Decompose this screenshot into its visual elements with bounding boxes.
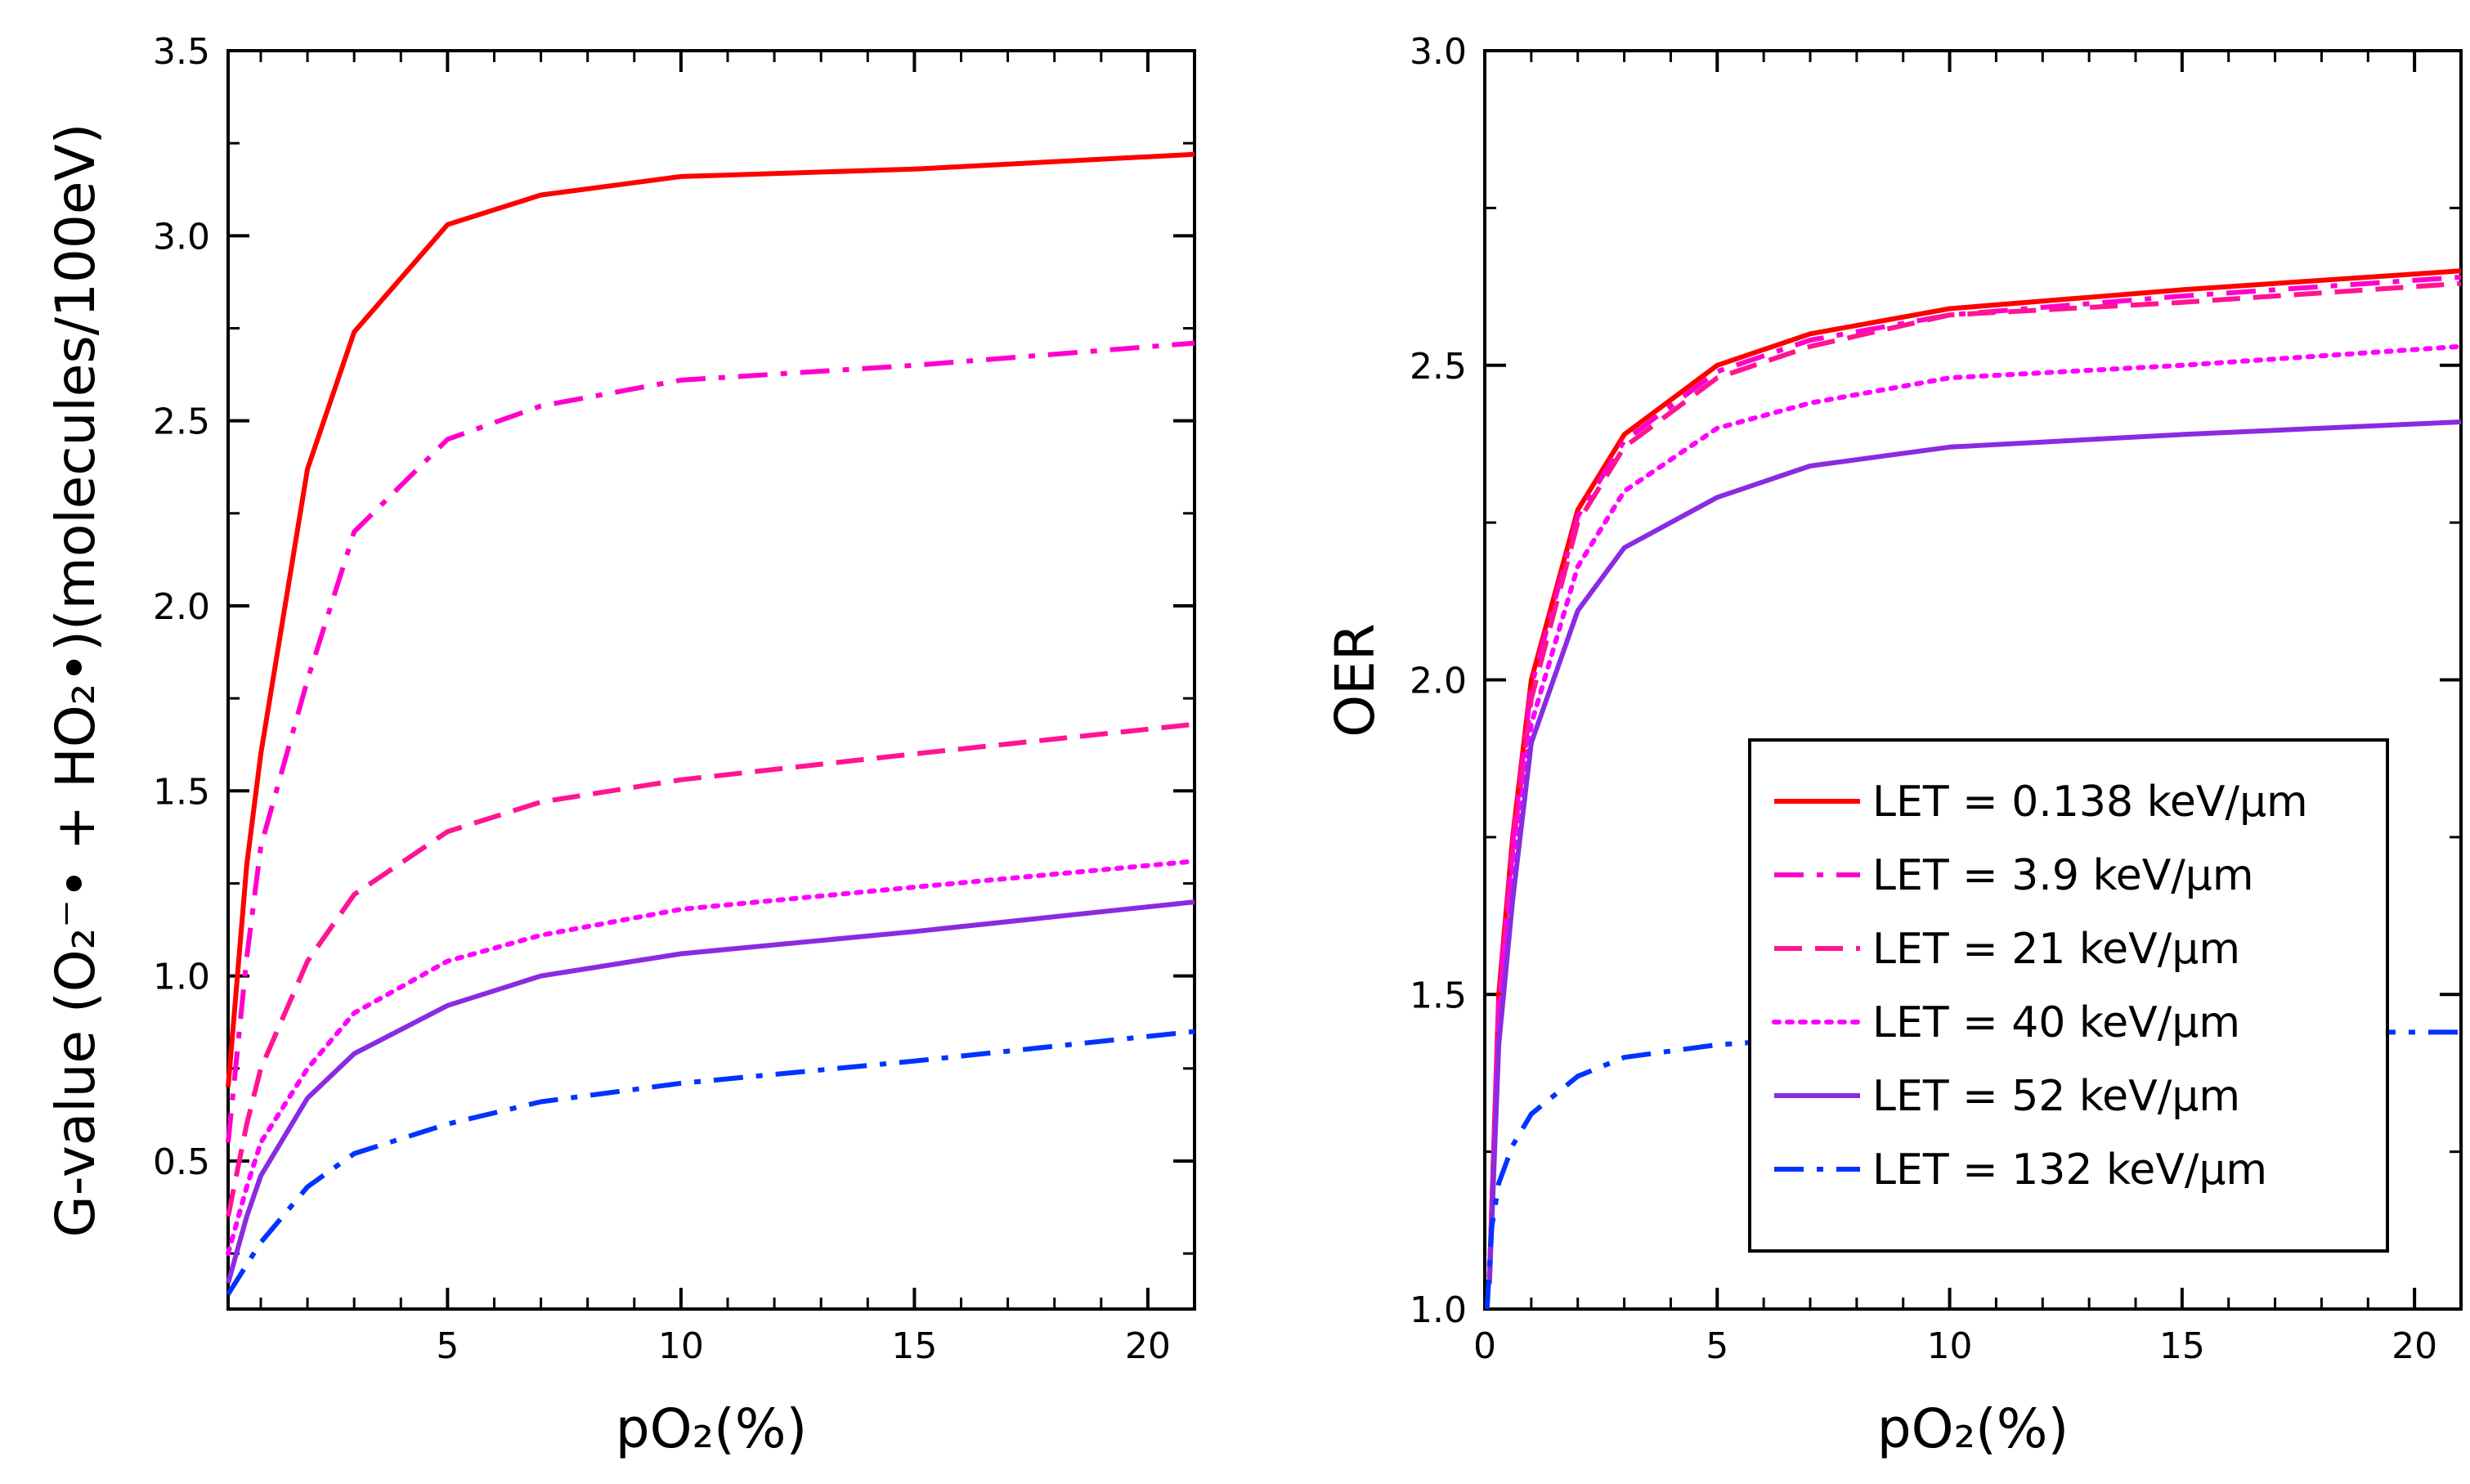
legend-entry-2: LET = 21 keV/µm <box>1872 925 2240 974</box>
y-tick-label: 0.5 <box>153 1141 210 1183</box>
legend-entry-3: LET = 40 keV/µm <box>1872 998 2240 1047</box>
left-series-line-3 <box>226 859 1197 1257</box>
y-tick-label: 2.5 <box>153 401 210 443</box>
left-x-axis-label: pO₂(%) <box>616 1397 808 1460</box>
y-tick-label: 2.0 <box>1410 661 1467 702</box>
left-series-line-5 <box>226 1029 1195 1296</box>
x-tick-label: 10 <box>658 1325 704 1367</box>
x-tick-label: 5 <box>436 1325 459 1367</box>
x-tick-label: 20 <box>2392 1325 2437 1367</box>
left-series-line-2 <box>226 721 1195 1217</box>
x-tick-label: 5 <box>1706 1325 1728 1367</box>
x-tick-label: 10 <box>1927 1325 1973 1367</box>
y-tick-label: 1.0 <box>1410 1289 1467 1331</box>
y-tick-label: 2.0 <box>153 586 210 628</box>
right-series-line-3 <box>1486 343 2463 1280</box>
right-axis-ticks <box>1483 49 2463 1311</box>
y-tick-label: 3.0 <box>1410 31 1467 73</box>
legend: LET = 0.138 keV/µm LET = 3.9 keV/µm LET = … <box>1748 738 2389 1253</box>
left-plot-frame <box>226 49 1196 1311</box>
y-tick-label: 1.0 <box>153 957 210 998</box>
legend-box <box>1748 738 2389 1253</box>
y-tick-label: 2.5 <box>1410 346 1467 388</box>
left-series-line-1 <box>226 340 1195 1143</box>
x-tick-label: 15 <box>891 1325 937 1367</box>
x-tick-label: 15 <box>2159 1325 2205 1367</box>
legend-entry-4: LET = 52 keV/µm <box>1872 1072 2240 1121</box>
y-tick-label: 3.5 <box>153 31 210 73</box>
left-series-line-0 <box>226 151 1195 1087</box>
legend-entry-5: LET = 132 keV/µm <box>1872 1146 2267 1195</box>
x-tick-label: 20 <box>1125 1325 1171 1367</box>
right-series-line-4 <box>1486 419 2462 1284</box>
right-chart-panel: 1.0 1.5 2.0 2.5 3.0 0 5 10 15 20 pO₂(%) OER LET =… <box>1324 31 2463 1460</box>
left-axis-ticks <box>228 49 1196 1309</box>
legend-entry-1: LET = 3.9 keV/µm <box>1872 851 2254 900</box>
legend-items: LET = 0.138 keV/µm LET = 3.9 keV/µm LET = … <box>1772 778 2308 1195</box>
right-x-axis-label: pO₂(%) <box>1877 1397 2069 1460</box>
legend-entry-0: LET = 0.138 keV/µm <box>1872 778 2308 827</box>
left-y-axis-label: G-value (O₂⁻• + HO₂•)(molecules/100eV) <box>44 123 107 1238</box>
right-series-line-2 <box>1486 280 2462 1278</box>
y-tick-label: 1.5 <box>153 771 210 813</box>
right-y-axis-label: OER <box>1324 623 1387 738</box>
x-tick-label: 0 <box>1473 1325 1496 1367</box>
right-tick-labels: 1.0 1.5 2.0 2.5 3.0 0 5 10 15 20 <box>1410 31 2437 1367</box>
y-tick-label: 3.0 <box>153 216 210 258</box>
right-series-group <box>1484 268 2463 1310</box>
left-chart-panel: 0.5 1.0 1.5 2.0 2.5 3.0 3.5 5 10 15 20 pO₂(%) G-va… <box>44 31 1197 1460</box>
left-series-group <box>226 151 1197 1296</box>
left-series-line-4 <box>226 899 1195 1284</box>
left-tick-labels: 0.5 1.0 1.5 2.0 2.5 3.0 3.5 5 10 15 20 <box>153 31 1171 1367</box>
y-tick-label: 1.5 <box>1410 975 1467 1016</box>
